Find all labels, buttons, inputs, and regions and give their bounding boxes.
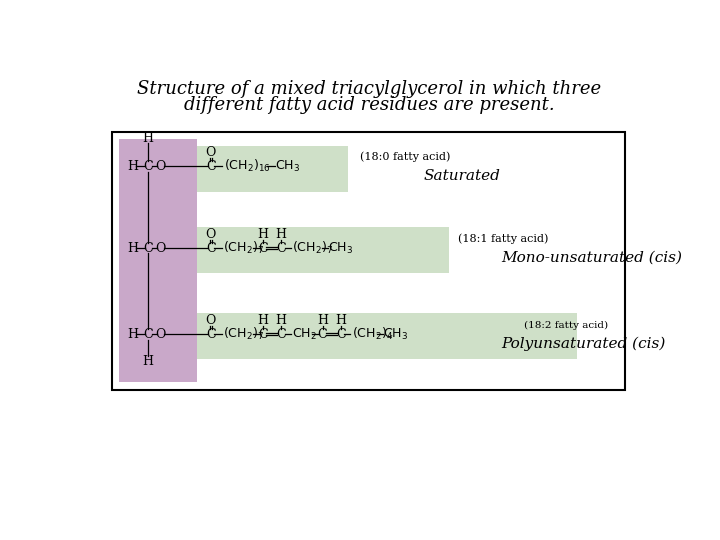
Text: O: O xyxy=(156,160,166,173)
Text: Mono-unsaturated (cis): Mono-unsaturated (cis) xyxy=(500,251,682,264)
Text: Polyunsaturated (cis): Polyunsaturated (cis) xyxy=(500,336,665,351)
Text: O: O xyxy=(206,146,216,159)
Text: O: O xyxy=(156,328,166,341)
Bar xyxy=(197,226,449,273)
Text: different fatty acid residues are present.: different fatty acid residues are presen… xyxy=(184,96,554,114)
Text: H: H xyxy=(276,314,287,327)
Text: $\mathrm{(CH_2)_7}$: $\mathrm{(CH_2)_7}$ xyxy=(292,240,333,256)
Text: H: H xyxy=(257,228,269,241)
Text: C: C xyxy=(336,328,346,341)
Text: (18:1 fatty acid): (18:1 fatty acid) xyxy=(458,233,549,244)
Text: $\mathrm{CH_3}$: $\mathrm{CH_3}$ xyxy=(328,240,353,255)
Text: O: O xyxy=(206,314,216,327)
Text: H: H xyxy=(143,355,153,368)
Text: C: C xyxy=(258,328,268,341)
Text: H: H xyxy=(143,132,153,145)
Text: $\mathrm{(CH_2)_7}$: $\mathrm{(CH_2)_7}$ xyxy=(223,240,264,256)
Text: Saturated: Saturated xyxy=(423,168,500,183)
Text: H: H xyxy=(317,314,328,327)
Text: H: H xyxy=(257,314,269,327)
Bar xyxy=(112,132,625,390)
Text: C: C xyxy=(318,328,328,341)
Text: H: H xyxy=(127,160,138,173)
Text: $\mathrm{CH_2}$: $\mathrm{CH_2}$ xyxy=(292,327,317,342)
Text: C: C xyxy=(206,241,216,254)
Text: O: O xyxy=(206,228,216,241)
Text: $\mathrm{(CH_2)_7}$: $\mathrm{(CH_2)_7}$ xyxy=(223,326,264,342)
Text: H: H xyxy=(336,314,346,327)
Bar xyxy=(120,139,197,382)
Text: C: C xyxy=(206,160,216,173)
Bar xyxy=(197,313,577,359)
Text: C: C xyxy=(258,241,268,254)
Text: $\mathrm{(CH_2)_{16}}$: $\mathrm{(CH_2)_{16}}$ xyxy=(224,158,271,174)
Text: H: H xyxy=(127,241,138,254)
Text: $\mathrm{CH_3}$: $\mathrm{CH_3}$ xyxy=(383,327,408,342)
Text: H: H xyxy=(276,228,287,241)
Bar xyxy=(197,146,348,192)
Text: (18:0 fatty acid): (18:0 fatty acid) xyxy=(360,152,450,163)
Text: C: C xyxy=(143,328,153,341)
Text: O: O xyxy=(156,241,166,254)
Text: C: C xyxy=(206,328,216,341)
Text: Structure of a mixed triacylglycerol in which three: Structure of a mixed triacylglycerol in … xyxy=(137,80,601,98)
Text: (18:2 fatty acid): (18:2 fatty acid) xyxy=(524,321,608,329)
Text: $\mathrm{CH_3}$: $\mathrm{CH_3}$ xyxy=(275,159,300,174)
Text: C: C xyxy=(143,160,153,173)
Text: C: C xyxy=(143,241,153,254)
Text: H: H xyxy=(127,328,138,341)
Text: C: C xyxy=(276,328,286,341)
Text: C: C xyxy=(276,241,286,254)
Text: $\mathrm{(CH_2)_4}$: $\mathrm{(CH_2)_4}$ xyxy=(352,326,393,342)
